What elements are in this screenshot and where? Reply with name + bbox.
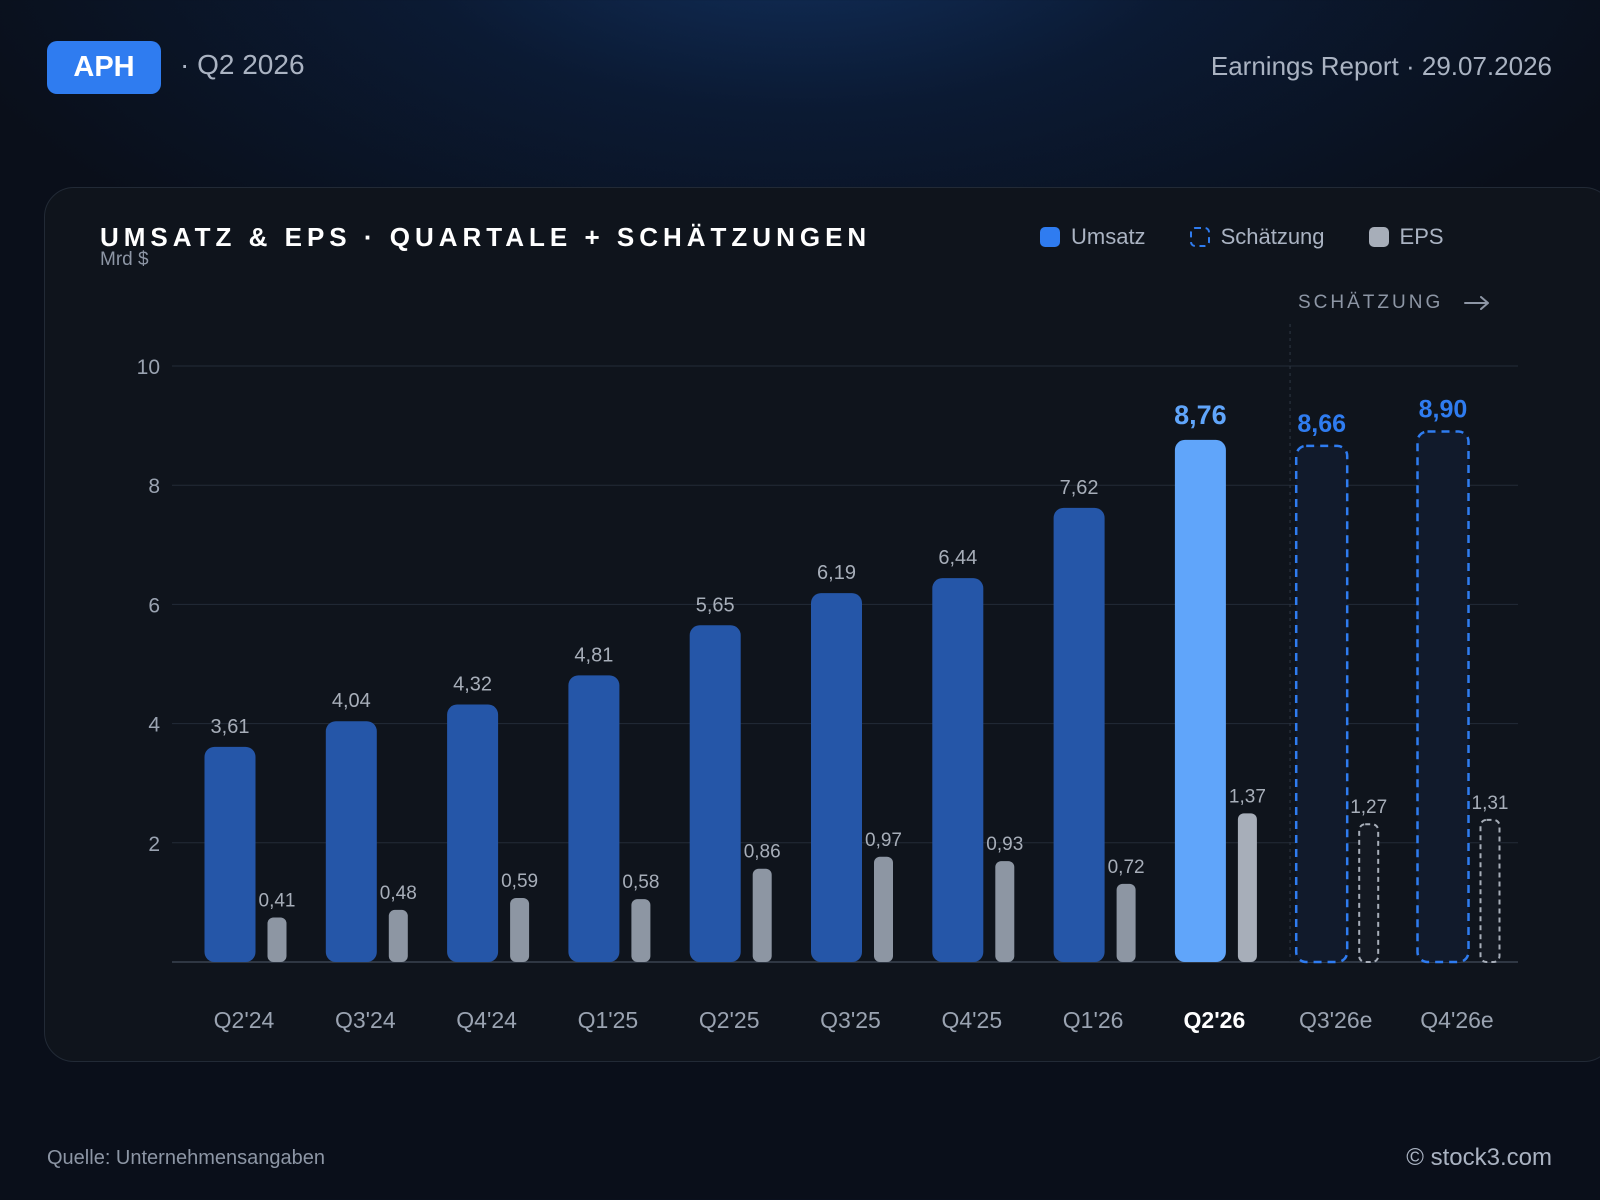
chart-legend: Umsatz Schätzung EPS	[1040, 224, 1444, 250]
revenue-bar	[811, 593, 862, 962]
legend-item-umsatz: Umsatz	[1040, 224, 1146, 250]
x-tick-label: Q1'26	[1063, 1007, 1124, 1033]
y-tick-label: 10	[137, 356, 160, 379]
period-label: · Q2 2026	[180, 49, 305, 80]
arrow-right-icon	[1463, 295, 1489, 310]
revenue-bar	[204, 746, 256, 962]
chart-unit: Mrd $	[100, 249, 149, 270]
revenue-value-label: 8,66	[1297, 410, 1346, 438]
eps-bar	[995, 861, 1015, 962]
ticker-badge: APH	[47, 41, 161, 94]
revenue-value-label: 5,65	[696, 594, 735, 616]
x-tick-label: Q4'26e	[1420, 1007, 1493, 1033]
eps-value-label: 0,72	[1108, 857, 1145, 878]
x-tick-label: Q2'24	[214, 1007, 275, 1033]
revenue-bar	[447, 704, 499, 962]
legend-label-schaetzung: Schätzung	[1220, 224, 1325, 249]
revenue-bar	[1294, 444, 1349, 964]
eps-value-label: 0,86	[744, 842, 781, 863]
revenue-value-label: 3,61	[211, 716, 250, 738]
x-tick-label: Q3'26e	[1299, 1007, 1372, 1033]
eps-value-label: 0,59	[501, 871, 538, 892]
eps-bar	[752, 868, 772, 962]
revenue-value-label: 4,81	[574, 644, 613, 666]
eps-bar	[874, 856, 893, 962]
eps-value-label: 0,48	[380, 883, 417, 904]
revenue-bar	[1174, 439, 1226, 962]
eps-value-label: 1,31	[1472, 793, 1509, 814]
y-tick-label: 6	[148, 594, 160, 617]
revenue-value-label: 8,76	[1174, 400, 1227, 430]
revenue-value-label: 6,44	[938, 547, 977, 569]
y-tick-label: 4	[148, 714, 160, 737]
x-tick-label: Q4'25	[941, 1007, 1002, 1033]
y-tick-label: 2	[148, 833, 160, 856]
x-tick-label: Q1'25	[578, 1007, 639, 1033]
x-tick-label: Q2'26	[1184, 1007, 1246, 1033]
eps-value-label: 1,27	[1350, 797, 1387, 818]
legend-swatch-eps	[1368, 227, 1389, 247]
eps-bar	[631, 899, 651, 962]
copyright: © stock3.com	[1406, 1144, 1552, 1171]
legend-item-eps: EPS	[1368, 224, 1444, 250]
revenue-value-label: 8,90	[1419, 396, 1468, 424]
legend-swatch-schaetzung	[1189, 227, 1210, 247]
legend-item-schaetzung: Schätzung	[1189, 224, 1325, 250]
revenue-value-label: 4,32	[453, 674, 492, 696]
legend-label-eps: EPS	[1399, 224, 1444, 249]
revenue-bar	[932, 578, 984, 962]
revenue-bar	[325, 721, 377, 962]
eps-bar	[510, 898, 530, 962]
revenue-value-label: 6,19	[817, 562, 856, 584]
chart-title: UMSATZ & EPS · QUARTALE + SCHÄTZUNGEN	[100, 222, 872, 252]
estimate-marker: SCHÄTZUNG	[1298, 292, 1490, 314]
eps-bar	[267, 917, 287, 962]
eps-value-label: 1,37	[1229, 786, 1266, 807]
legend-label-umsatz: Umsatz	[1071, 224, 1146, 249]
x-tick-label: Q3'24	[335, 1007, 396, 1033]
revenue-bar	[1053, 507, 1105, 962]
eps-bar	[1479, 818, 1501, 963]
y-tick-label: 8	[148, 475, 160, 498]
eps-value-label: 0,97	[865, 830, 902, 851]
eps-bar	[388, 909, 408, 962]
revenue-value-label: 4,04	[332, 690, 371, 712]
eps-value-label: 0,41	[259, 891, 296, 912]
x-tick-label: Q4'24	[456, 1007, 517, 1033]
x-tick-label: Q2'25	[699, 1007, 760, 1033]
eps-bar	[1237, 813, 1257, 962]
x-tick-label: Q3'25	[820, 1007, 881, 1033]
estimate-marker-label: SCHÄTZUNG	[1298, 292, 1444, 313]
eps-bar	[1116, 883, 1136, 962]
eps-value-label: 0,93	[986, 834, 1023, 855]
revenue-bar	[1416, 430, 1470, 964]
legend-swatch-umsatz	[1040, 227, 1060, 247]
revenue-value-label: 7,62	[1060, 477, 1099, 499]
revenue-bar	[689, 625, 741, 962]
source-note: Quelle: Unternehmensangaben	[47, 1147, 325, 1169]
revenue-bar	[568, 675, 620, 962]
report-date: Earnings Report · 29.07.2026	[1210, 51, 1552, 81]
eps-bar	[1358, 823, 1380, 963]
eps-value-label: 0,58	[622, 872, 659, 893]
